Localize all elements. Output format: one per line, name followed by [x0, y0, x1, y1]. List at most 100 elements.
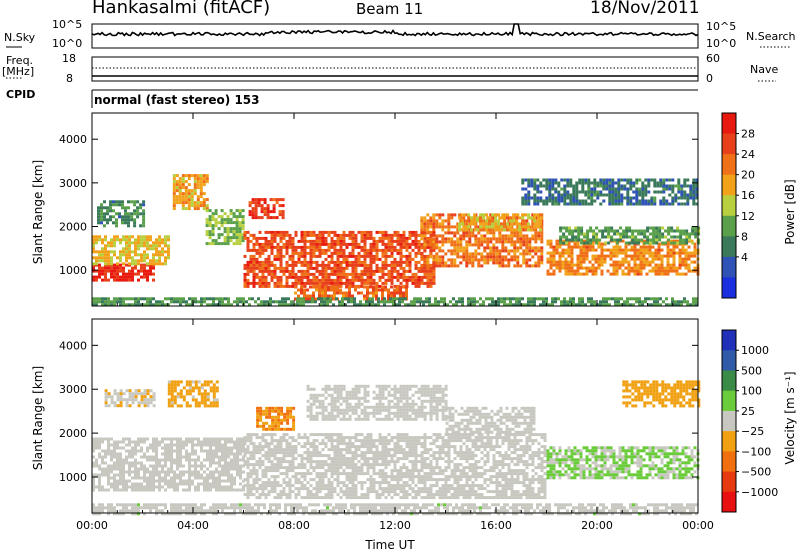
- heatmap-cell: [110, 455, 113, 459]
- heatmap-cell: [384, 263, 388, 267]
- heatmap-cell: [582, 260, 586, 264]
- heatmap-cell: [128, 443, 131, 447]
- heatmap-cell: [161, 300, 164, 304]
- heatmap-cell: [309, 263, 313, 267]
- heatmap-cell: [258, 260, 262, 264]
- heatmap-cell: [264, 484, 268, 488]
- heatmap-cell: [582, 257, 586, 261]
- heatmap-cell: [404, 297, 407, 301]
- heatmap-cell: [636, 254, 640, 258]
- heatmap-cell: [217, 233, 221, 237]
- heatmap-cell: [282, 451, 286, 455]
- heatmap-cell: [197, 473, 200, 477]
- heatmap-cell: [671, 184, 675, 188]
- heatmap-cell: [140, 269, 143, 273]
- heatmap-cell: [660, 269, 664, 273]
- heatmap-cell: [243, 230, 247, 234]
- heatmap-cell: [423, 234, 427, 238]
- heatmap-cell: [548, 196, 552, 200]
- heatmap-cell: [188, 455, 191, 459]
- heatmap-cell: [178, 183, 182, 187]
- heatmap-cell: [602, 199, 606, 203]
- heatmap-cell: [164, 464, 167, 468]
- heatmap-cell: [408, 266, 412, 270]
- heatmap-cell: [497, 297, 500, 301]
- heatmap-cell: [384, 266, 388, 270]
- heatmap-cell: [184, 180, 188, 184]
- heatmap-cell: [275, 201, 279, 205]
- heatmap-cell: [272, 300, 275, 304]
- heatmap-cell: [98, 488, 101, 492]
- heatmap-cell: [241, 218, 245, 222]
- heatmap-cell: [336, 475, 340, 479]
- heatmap-cell: [206, 458, 209, 462]
- heatmap-cell: [456, 264, 460, 268]
- heatmap-cell: [600, 254, 604, 258]
- heatmap-cell: [184, 192, 188, 196]
- heatmap-cell: [308, 300, 311, 304]
- heatmap-cell: [221, 452, 224, 456]
- heatmap-cell: [428, 303, 431, 307]
- heatmap-cell: [693, 260, 697, 264]
- heatmap-cell: [276, 278, 280, 282]
- heatmap-cell: [309, 281, 313, 285]
- heatmap-cell: [378, 236, 382, 240]
- heatmap-cell: [690, 251, 694, 255]
- heatmap-cell: [333, 248, 337, 252]
- heatmap-cell: [243, 278, 247, 282]
- heatmap-cell: [217, 221, 221, 225]
- heatmap-cell: [315, 288, 318, 292]
- heatmap-cell: [119, 263, 122, 267]
- heatmap-cell: [264, 433, 268, 437]
- heatmap-cell: [405, 263, 409, 267]
- heatmap-cell: [155, 464, 158, 468]
- heatmap-cell: [196, 207, 200, 211]
- heatmap-cell: [185, 300, 188, 304]
- heatmap-cell: [626, 187, 630, 191]
- heatmap-cell: [482, 213, 486, 217]
- heatmap-cell: [579, 254, 583, 258]
- heatmap-cell: [212, 473, 215, 477]
- heatmap-cell: [486, 231, 490, 235]
- heatmap-cell: [510, 240, 514, 244]
- heatmap-cell: [324, 433, 328, 437]
- heatmap-cell: [125, 259, 128, 263]
- heatmap-cell: [510, 258, 514, 262]
- heatmap-cell: [655, 232, 659, 236]
- heatmap-cell: [644, 187, 648, 191]
- heatmap-cell: [140, 266, 143, 270]
- heatmap-cell: [176, 476, 179, 480]
- heatmap-cell: [590, 300, 593, 304]
- heatmap-cell: [477, 225, 481, 229]
- heatmap-cell: [107, 303, 110, 307]
- heatmap-cell: [143, 235, 146, 239]
- heatmap-cell: [545, 184, 549, 188]
- heatmap-cell: [342, 251, 346, 255]
- heatmap-cell: [104, 455, 107, 459]
- heatmap-cell: [536, 202, 540, 206]
- heatmap-cell: [327, 439, 331, 443]
- heatmap-cell: [309, 242, 313, 246]
- heatmap-cell: [668, 303, 671, 307]
- heatmap-cell: [647, 297, 650, 301]
- heatmap-cell: [131, 461, 134, 465]
- heatmap-cell: [182, 300, 185, 304]
- heatmap-cell: [345, 260, 349, 264]
- heatmap-cell: [309, 460, 313, 464]
- heatmap-cell: [657, 248, 661, 252]
- heatmap-cell: [518, 300, 521, 304]
- heatmap-cell: [116, 262, 119, 266]
- heatmap-cell: [621, 260, 625, 264]
- heatmap-cell: [351, 266, 355, 270]
- heatmap-cell: [539, 303, 542, 307]
- heatmap-cell: [348, 278, 352, 282]
- heatmap-cell: [681, 260, 685, 264]
- heatmap-cell: [573, 269, 577, 273]
- heatmap-cell: [261, 472, 265, 476]
- heatmap-cell: [218, 473, 221, 477]
- heatmap-cell: [101, 473, 104, 477]
- heatmap-cell: [205, 207, 209, 211]
- heatmap-cell: [125, 458, 128, 462]
- heatmap-cell: [658, 232, 662, 236]
- heatmap-cell: [582, 248, 586, 252]
